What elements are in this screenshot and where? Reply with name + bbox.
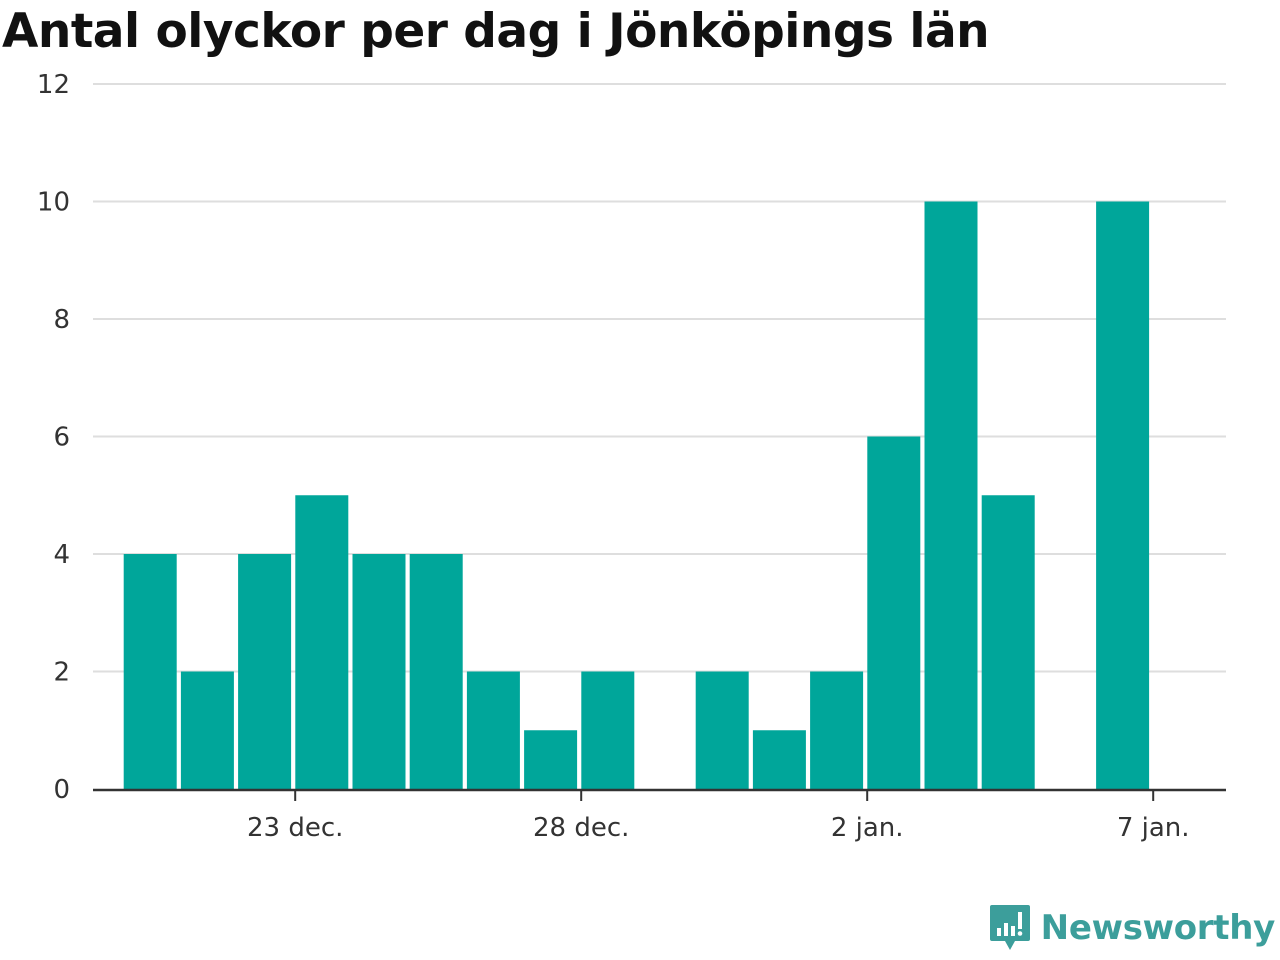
brand: Newsworthy bbox=[989, 904, 1275, 952]
y-tick-label: 4 bbox=[53, 540, 70, 570]
x-tick-label: 7 jan. bbox=[1117, 813, 1190, 843]
y-tick-label: 0 bbox=[53, 775, 70, 805]
bar bbox=[581, 671, 635, 789]
bar bbox=[123, 554, 177, 789]
y-tick-label: 8 bbox=[53, 305, 70, 335]
bar bbox=[524, 730, 578, 789]
bar bbox=[352, 554, 406, 789]
bar bbox=[924, 201, 978, 789]
x-tick-label: 23 dec. bbox=[247, 813, 343, 843]
y-tick-label: 10 bbox=[37, 188, 70, 218]
bar bbox=[466, 671, 520, 789]
bar bbox=[295, 495, 349, 789]
axes: 0 2 4 6 8 10 12 23 dec. 28 dec. 2 jan. 7 jan. bbox=[37, 70, 1226, 843]
x-tick-label: 2 jan. bbox=[831, 813, 904, 843]
bars bbox=[123, 201, 1150, 789]
y-tick-label: 12 bbox=[37, 70, 70, 100]
x-tick-label: 28 dec. bbox=[533, 813, 629, 843]
bar bbox=[867, 436, 921, 789]
bar bbox=[981, 495, 1035, 789]
bar bbox=[180, 671, 234, 789]
bar bbox=[810, 671, 864, 789]
bar bbox=[1096, 201, 1150, 789]
bar bbox=[409, 554, 463, 789]
bar bbox=[752, 730, 806, 789]
brand-name: Newsworthy bbox=[1040, 908, 1276, 948]
newsworthy-logo-icon bbox=[989, 905, 1030, 950]
y-tick-label: 2 bbox=[53, 658, 70, 688]
chart-title: Antal olyckor per dag i Jönköpings län bbox=[2, 4, 990, 59]
y-tick-label: 6 bbox=[53, 423, 70, 453]
bar bbox=[238, 554, 292, 789]
bar bbox=[695, 671, 749, 789]
